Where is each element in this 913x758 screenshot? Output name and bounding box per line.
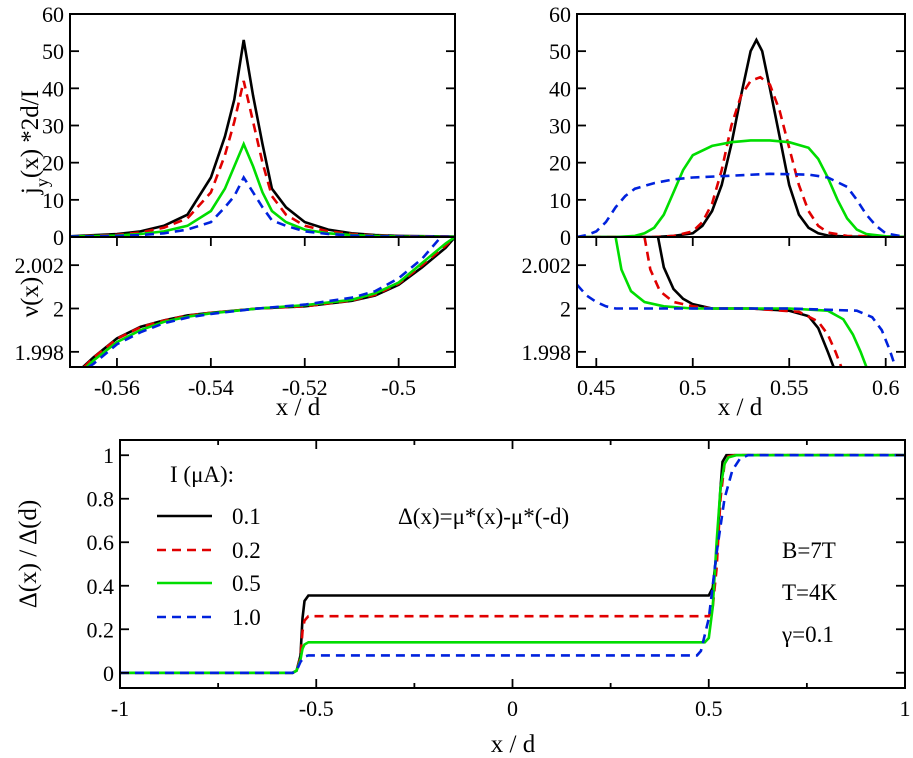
formula-annotation: Δ(x)=μ*(x)-μ*(-d): [398, 504, 569, 529]
mid-left-ytick-label: 1.998: [15, 340, 65, 365]
bottom-xtick-label: 0.5: [695, 696, 723, 721]
mid-left-ytick-label: 2: [53, 297, 64, 322]
top-right-ytick-label: 60: [549, 2, 571, 27]
top-left-series-group: [70, 39, 455, 237]
bottom-ytick-label: 0: [103, 661, 114, 686]
legend: I (μA): 0.1 0.2 0.5 1.0: [157, 462, 261, 630]
top-left-ytick-label: 60: [42, 2, 64, 27]
top-right-series-line-0: [577, 37, 905, 237]
mid-left-series-line-2: [85, 237, 455, 367]
top-right-series-line-1: [577, 75, 905, 237]
mid-right-series-group: [577, 237, 897, 367]
top-left-ytick-label: 40: [42, 76, 64, 101]
mid-right-xtick-label: 0.6: [872, 375, 900, 400]
mid-right-series-line-3: [577, 283, 897, 367]
mid-left-xtick-label: -0.5: [381, 375, 416, 400]
mid-left-plot-frame: [69, 236, 456, 368]
legend-label-2: 0.5: [232, 571, 261, 596]
bottom-ytick-label: 1: [103, 443, 114, 468]
top-left-ylabel: jy(x) *2d/I: [17, 90, 52, 195]
top-right-ytick-label: 10: [549, 188, 571, 213]
top-left-ytick-label: 0: [53, 225, 64, 250]
top-left-ytick-label: 20: [42, 151, 64, 176]
mid-right-ytick-label: 2.002: [522, 253, 572, 278]
bottom-xtick-label: -1: [111, 696, 129, 721]
top-left-ytick-label: 30: [42, 114, 64, 139]
gamma-annotation: γ=0.1: [781, 622, 834, 647]
field-annotation: B=7T: [782, 538, 836, 563]
legend-label-1: 0.2: [232, 538, 261, 563]
bottom-xtick-label: 0: [507, 696, 518, 721]
legend-label-0: 0.1: [232, 504, 261, 529]
bottom-ytick-label: 0.6: [87, 530, 115, 555]
top-right-series-line-2: [577, 139, 905, 237]
bottom-xtick-label: 1: [900, 696, 911, 721]
top-left-series-line-3: [70, 174, 455, 237]
mid-left-series-group: [82, 237, 455, 367]
top-left-ytick-label: 50: [42, 39, 64, 64]
mid-right-ytick-label: 2: [560, 297, 571, 322]
top-right-ytick-label: 20: [549, 151, 571, 176]
top-right-series-line-3: [577, 172, 905, 237]
panel-mid-right-filling-factor: 1.998 2 2.002 0.45 0.5 0.55 0.6: [522, 236, 906, 400]
legend-title: I (μA):: [170, 462, 234, 487]
mid-right-xtick-label: 0.5: [679, 375, 707, 400]
top-right-ytick-label: 40: [549, 76, 571, 101]
mid-left-series-line-0: [82, 237, 455, 367]
mid-right-xtick-label: 0.45: [577, 375, 616, 400]
mid-right-series-line-1: [643, 237, 843, 367]
temperature-annotation: T=4K: [782, 580, 838, 605]
mid-left-xtick-label: -0.56: [94, 375, 140, 400]
top-right-ytick-label: 0: [560, 225, 571, 250]
top-right-series-group: [577, 37, 905, 237]
mid-left-xlabel: x / d: [276, 394, 321, 421]
bottom-ytick-label: 0.4: [87, 574, 115, 599]
top-left-plot-frame: [69, 13, 456, 238]
panel-bottom-potential-drop: 0 0.2 0.4 0.6 0.8 1 -1 -0.5 0 0.5 1: [87, 439, 911, 721]
mid-left-xtick-label: -0.54: [188, 375, 234, 400]
bottom-ylabel: Δ(x) / Δ(d): [15, 500, 42, 609]
mid-right-xlabel: x / d: [718, 394, 763, 421]
mid-right-ytick-label: 1.998: [522, 340, 572, 365]
top-left-ytick-label: 10: [42, 188, 64, 213]
mid-left-series-line-3: [88, 237, 442, 367]
legend-label-3: 1.0: [232, 605, 261, 630]
bottom-ytick-label: 0.2: [87, 617, 115, 642]
panel-top-right-current-density: 0 10 20 30 40 50 60: [549, 2, 906, 250]
panel-top-left-current-density: 0 10 20 30 40 50 60: [42, 2, 456, 250]
mid-right-series-line-0: [656, 237, 835, 367]
mid-left-xtick-label: -0.52: [282, 375, 328, 400]
mid-right-plot-frame: [576, 236, 906, 368]
mid-right-xtick-label: 0.55: [770, 375, 809, 400]
mid-right-series-line-2: [614, 237, 868, 367]
mid-left-series-line-1: [83, 237, 455, 367]
top-left-series-line-1: [70, 80, 455, 237]
bottom-xtick-label: -0.5: [299, 696, 334, 721]
bottom-plot-frame: [119, 439, 906, 689]
top-right-ytick-label: 30: [549, 114, 571, 139]
bottom-series-group: [120, 453, 905, 675]
mid-left-ytick-label: 2.002: [15, 253, 65, 278]
mid-left-ylabel: ν(x): [17, 277, 44, 317]
bottom-xlabel: x / d: [491, 731, 536, 758]
bottom-ytick-label: 0.8: [87, 487, 115, 512]
bottom-series-line-3: [120, 453, 905, 675]
top-right-ytick-label: 50: [549, 39, 571, 64]
top-right-plot-frame: [576, 13, 906, 238]
panel-mid-left-filling-factor: 1.998 2 2.002 -0.56 -0.54 -0.52 -0.5: [15, 236, 456, 400]
